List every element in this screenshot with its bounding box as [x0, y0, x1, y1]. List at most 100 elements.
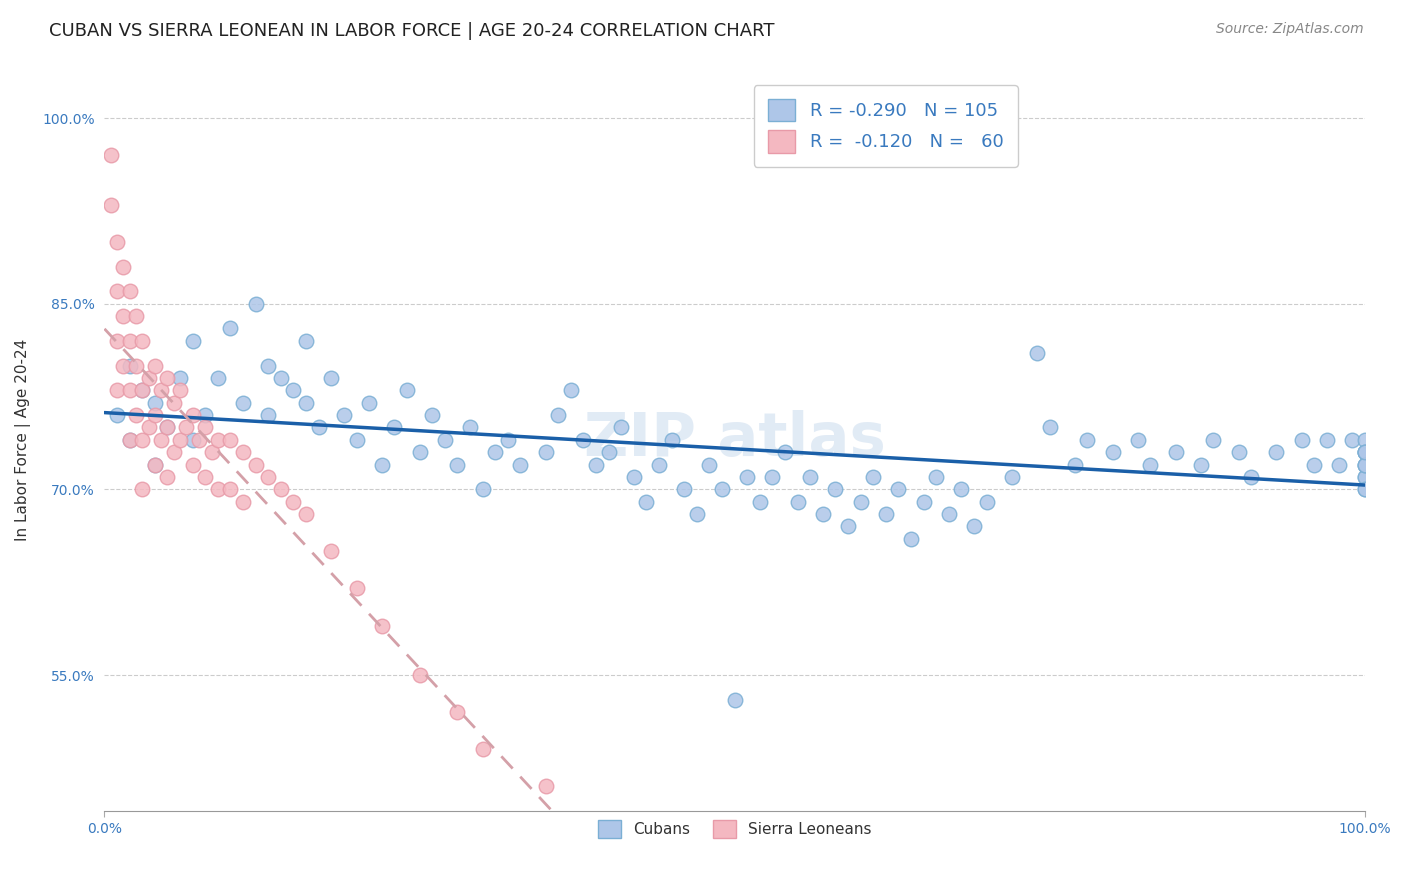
Point [938, 507, 960, 521]
Point [169, 371, 191, 385]
Point [484, 445, 506, 459]
Point [188, 433, 211, 447]
Point [295, 395, 318, 409]
Point [163, 395, 186, 409]
Point [598, 445, 620, 459]
Point [963, 519, 986, 533]
Point [295, 334, 318, 348]
Point [686, 507, 709, 521]
Point [1039, 420, 1062, 434]
Point [105, 408, 128, 422]
Point [181, 334, 204, 348]
Point [219, 483, 242, 497]
Point [1354, 445, 1376, 459]
Point [735, 470, 758, 484]
Point [1354, 458, 1376, 472]
Point [1354, 470, 1376, 484]
Point [105, 334, 128, 348]
Point [194, 420, 217, 434]
Point [773, 445, 796, 459]
Point [1354, 458, 1376, 472]
Point [200, 445, 222, 459]
Point [1164, 445, 1187, 459]
Point [547, 408, 569, 422]
Point [181, 408, 204, 422]
Point [181, 433, 204, 447]
Point [257, 408, 280, 422]
Point [1101, 445, 1123, 459]
Point [138, 371, 160, 385]
Text: CUBAN VS SIERRA LEONEAN IN LABOR FORCE | AGE 20-24 CORRELATION CHART: CUBAN VS SIERRA LEONEAN IN LABOR FORCE |… [49, 22, 775, 40]
Point [382, 420, 405, 434]
Point [1354, 470, 1376, 484]
Point [446, 458, 468, 472]
Point [232, 395, 254, 409]
Point [900, 532, 922, 546]
Point [143, 408, 166, 422]
Point [207, 483, 229, 497]
Point [131, 384, 153, 398]
Point [156, 371, 179, 385]
Point [194, 470, 217, 484]
Point [623, 470, 645, 484]
Point [560, 384, 582, 398]
Point [395, 384, 418, 398]
Point [1341, 433, 1364, 447]
Point [333, 408, 356, 422]
Point [1139, 458, 1161, 472]
Point [270, 371, 292, 385]
Point [1291, 433, 1313, 447]
Point [458, 420, 481, 434]
Point [359, 395, 381, 409]
Point [925, 470, 948, 484]
Point [105, 285, 128, 299]
Point [1354, 483, 1376, 497]
Point [446, 705, 468, 719]
Point [849, 494, 872, 508]
Point [219, 433, 242, 447]
Point [131, 483, 153, 497]
Point [1227, 445, 1250, 459]
Point [131, 334, 153, 348]
Point [125, 309, 148, 323]
Point [131, 384, 153, 398]
Point [950, 483, 973, 497]
Point [283, 494, 305, 508]
Point [176, 420, 198, 434]
Point [824, 483, 846, 497]
Point [1126, 433, 1149, 447]
Point [1354, 445, 1376, 459]
Point [370, 618, 392, 632]
Point [761, 470, 783, 484]
Point [163, 445, 186, 459]
Y-axis label: In Labor Force | Age 20-24: In Labor Force | Age 20-24 [15, 339, 31, 541]
Point [471, 483, 494, 497]
Point [610, 420, 633, 434]
Point [181, 458, 204, 472]
Point [837, 519, 859, 533]
Point [321, 544, 343, 558]
Point [408, 445, 430, 459]
Point [105, 384, 128, 398]
Point [1303, 458, 1326, 472]
Point [118, 285, 141, 299]
Point [1354, 445, 1376, 459]
Point [509, 458, 531, 472]
Legend: Cubans, Sierra Leoneans: Cubans, Sierra Leoneans [592, 814, 877, 845]
Point [245, 296, 267, 310]
Point [1001, 470, 1024, 484]
Point [1329, 458, 1351, 472]
Point [156, 420, 179, 434]
Point [207, 371, 229, 385]
Point [105, 235, 128, 249]
Point [799, 470, 821, 484]
Point [125, 359, 148, 373]
Point [118, 433, 141, 447]
Point [976, 494, 998, 508]
Point [408, 668, 430, 682]
Point [118, 384, 141, 398]
Point [118, 359, 141, 373]
Point [169, 384, 191, 398]
Point [572, 433, 595, 447]
Point [699, 458, 721, 472]
